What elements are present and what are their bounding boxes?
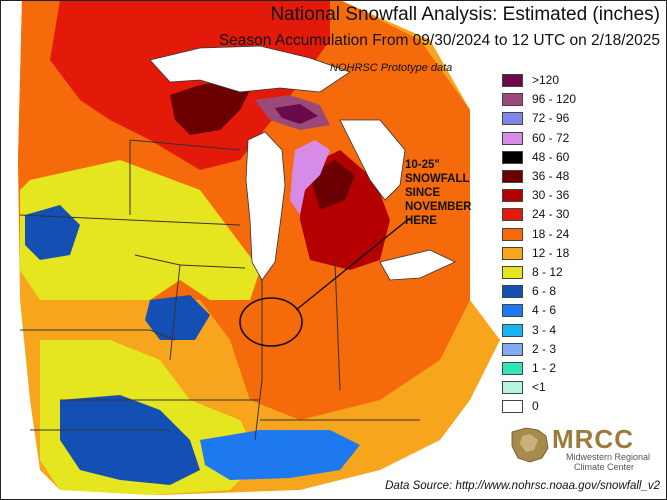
legend-label: 1 - 2 — [532, 361, 557, 375]
legend-swatch — [502, 400, 523, 414]
zone-over120-up — [275, 104, 318, 124]
zone-30-48-up — [170, 80, 250, 135]
legend-swatch — [502, 150, 523, 164]
legend-swatch — [502, 323, 523, 337]
annotation-pointer — [295, 217, 411, 311]
state-borders — [19, 139, 420, 441]
legend-swatch — [502, 93, 523, 107]
annotation-text: 10-25" SNOWFALL SINCE NOVEMBER HERE — [405, 159, 472, 227]
mrcc-logo-line2: Climate Center — [574, 462, 635, 472]
legend-item: 72 - 96 — [502, 112, 662, 126]
legend-swatch — [502, 381, 523, 395]
data-source: Data Source: http://www.nohrsc.noaa.gov/… — [385, 480, 660, 492]
legend-item: 48 - 60 — [502, 149, 662, 165]
lake-michigan — [245, 131, 286, 281]
map-title: National Snowfall Analysis: Estimated (i… — [270, 4, 660, 25]
mrcc-logo-line1: Midwestern Regional — [566, 452, 651, 462]
legend-label: 8 - 12 — [532, 265, 563, 279]
legend-item: 4 - 6 — [502, 304, 662, 318]
legend-label: 18 - 24 — [532, 226, 570, 241]
legend-label: 60 - 72 — [532, 130, 570, 145]
mrcc-logo-icon — [511, 427, 549, 463]
legend-swatch — [502, 362, 523, 375]
legend-swatch — [502, 266, 523, 279]
legend-item: 30 - 36 — [502, 189, 662, 203]
legend-label: 96 - 120 — [532, 92, 577, 107]
lake-huron — [339, 119, 406, 201]
legend-swatch — [502, 112, 523, 126]
legend-item: >120 — [502, 74, 662, 88]
legend-swatch — [502, 208, 523, 222]
legend-label: 24 - 30 — [532, 207, 570, 222]
legend-label: 30 - 36 — [532, 188, 570, 203]
legend-item: 24 - 30 — [502, 208, 662, 222]
legend-label: >120 — [532, 73, 560, 87]
legend-swatch — [502, 189, 523, 203]
legend-swatch — [502, 304, 523, 318]
legend-swatch — [502, 285, 523, 299]
legend-item: 2 - 3 — [502, 341, 662, 357]
zone-60-96-lake-effect — [290, 140, 330, 215]
legend-label: 36 - 48 — [532, 169, 570, 183]
legend-item: 0 — [502, 400, 662, 414]
legend-label: 2 - 3 — [532, 341, 557, 356]
legend-swatch — [502, 227, 523, 241]
zone-6-8-southwest — [60, 395, 200, 485]
legend-item: 96 - 120 — [502, 93, 662, 107]
legend-swatch — [502, 74, 523, 87]
prototype-note: NOHRSC Prototype data — [330, 62, 453, 74]
legend-label: <1 — [532, 380, 546, 395]
zone-4-6-south — [200, 430, 360, 480]
legend-item: 1 - 2 — [502, 362, 662, 376]
annotation-circle — [239, 297, 303, 347]
zone-24-30-north — [50, 0, 330, 170]
lake-superior — [149, 45, 351, 93]
map-subtitle: Season Accumulation From 09/30/2024 to 1… — [218, 32, 660, 49]
legend-label: 3 - 4 — [532, 322, 557, 337]
legend-swatch — [502, 131, 523, 145]
legend-label: 72 - 96 — [532, 111, 570, 126]
legend-label: 12 - 18 — [532, 245, 570, 260]
legend-item: 36 - 48 — [502, 170, 662, 184]
legend-label: 48 - 60 — [532, 149, 570, 164]
legend-item: 3 - 4 — [502, 322, 662, 338]
legend-item: 18 - 24 — [502, 226, 662, 242]
legend-swatch — [502, 246, 523, 260]
legend-item: 12 - 18 — [502, 245, 662, 261]
legend-label: 0 — [532, 399, 539, 414]
zone-8-12-central — [20, 160, 260, 300]
legend-item: 60 - 72 — [502, 130, 662, 146]
zone-6-8-iowa — [25, 205, 80, 260]
legend-item: 8 - 12 — [502, 266, 662, 280]
zone-6-8-illinois — [145, 295, 210, 340]
legend-item: <1 — [502, 381, 662, 395]
zone-36-48-lowermi — [310, 160, 355, 210]
legend-label: 4 - 6 — [532, 303, 557, 318]
mrcc-logo-name: MRCC — [552, 424, 634, 454]
legend-label: 6 - 8 — [532, 284, 557, 299]
legend-item: 6 - 8 — [502, 285, 662, 299]
lake-erie — [379, 249, 456, 281]
legend-swatch — [502, 170, 523, 183]
legend-swatch — [502, 342, 523, 356]
